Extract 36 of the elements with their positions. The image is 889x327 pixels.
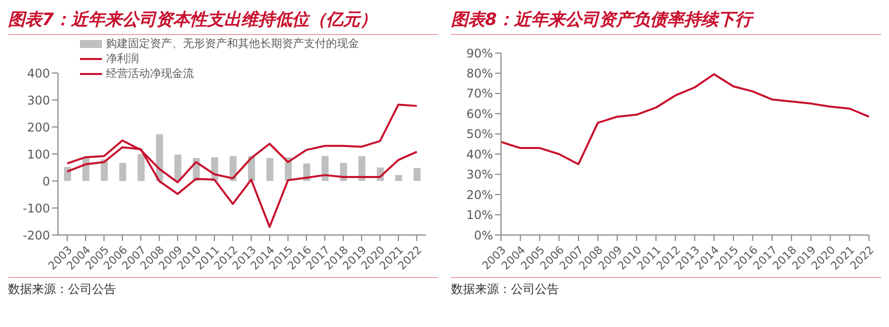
bar — [266, 158, 274, 181]
y-tick-label: -200 — [22, 228, 50, 242]
bar — [322, 156, 329, 181]
y-tick-label: 80% — [466, 66, 493, 80]
chart-title: 图表7：近年来公司资本性支出维持低位（亿元） — [8, 8, 438, 35]
bar — [64, 166, 71, 181]
y-tick-label: 30% — [466, 168, 493, 182]
y-tick-label: 40% — [466, 147, 493, 162]
y-tick-label: 400 — [27, 66, 50, 80]
source-note: 数据来源：公司公告 — [8, 281, 117, 298]
y-tick-label: 20% — [466, 188, 493, 202]
y-tick-label: 10% — [466, 208, 493, 222]
line-series — [500, 73, 870, 166]
y-tick-label: 0 — [42, 174, 50, 188]
chart-title: 图表8：近年来公司资产负债率持续下行 — [451, 8, 881, 35]
y-tick-label: 200 — [27, 120, 50, 134]
bar — [138, 154, 145, 181]
bar — [119, 162, 126, 181]
bar — [358, 156, 366, 181]
source-note: 数据来源：公司公告 — [451, 281, 560, 298]
legend-label: 购建固定资产、无形资产和其他长期资产支付的现金 — [106, 36, 359, 51]
bar — [230, 156, 237, 181]
y-tick-label: -100 — [22, 201, 50, 216]
y-tick-label: 60% — [466, 106, 493, 121]
y-tick-label: 0% — [474, 228, 493, 242]
y-tick-label: 70% — [466, 86, 493, 101]
bar — [156, 134, 163, 181]
bar — [395, 175, 402, 181]
y-tick-label: 100 — [27, 147, 50, 162]
y-tick-label: 50% — [466, 127, 493, 142]
legend-label: 净利润 — [106, 51, 139, 66]
legend-label: 经营活动净现金流 — [106, 66, 194, 81]
y-tick-label: 300 — [27, 93, 50, 108]
bar — [414, 168, 421, 181]
y-tick-label: 90% — [466, 46, 493, 60]
bar — [174, 154, 182, 181]
